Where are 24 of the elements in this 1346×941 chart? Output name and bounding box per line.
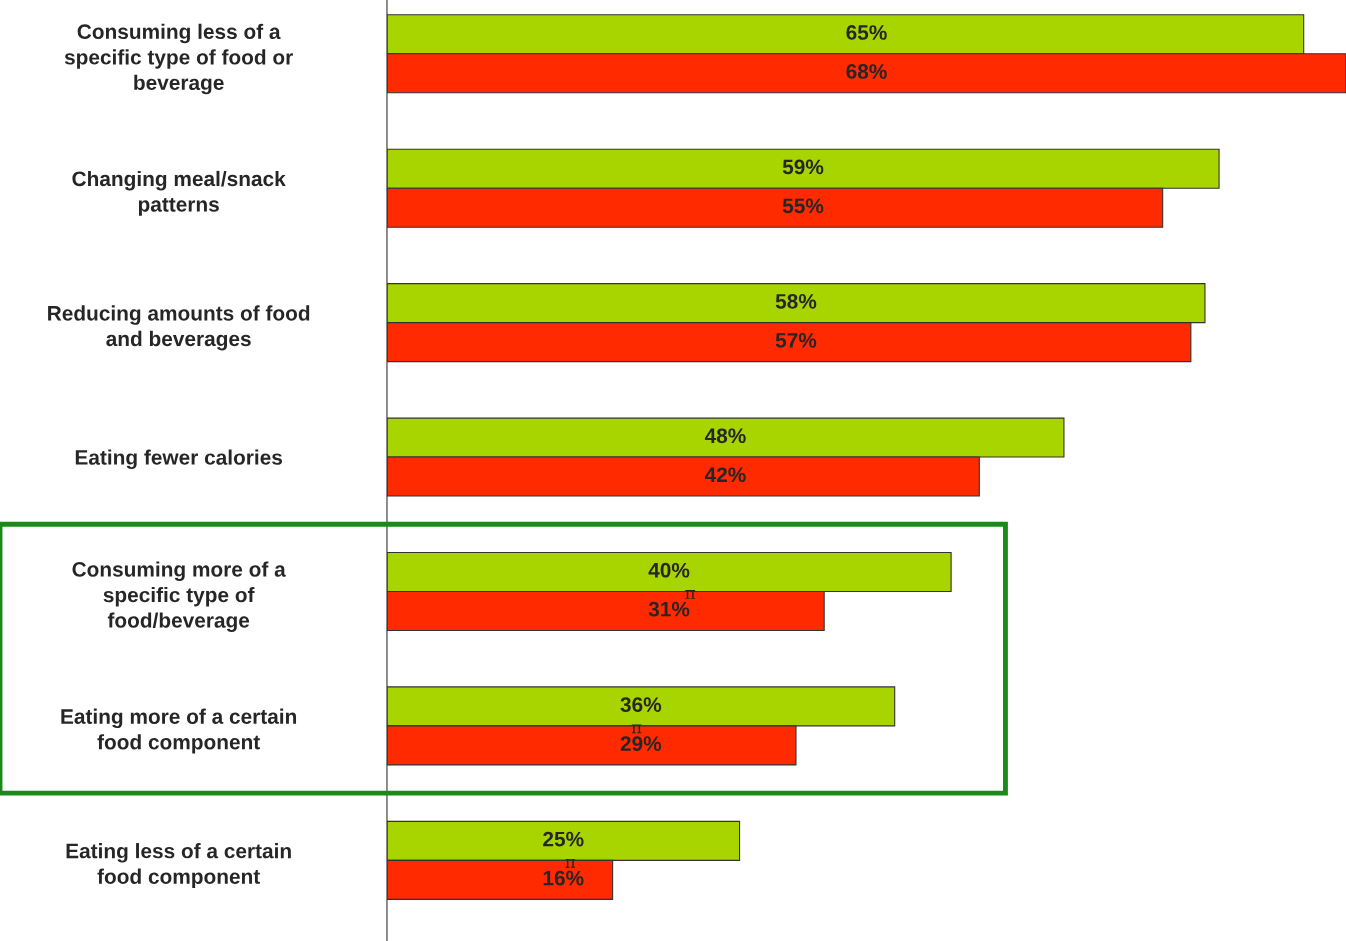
data-label: 40% <box>648 562 690 578</box>
y-tick-label: Reducing amounts of food and beverages <box>48 305 310 351</box>
y-tick-label: Eating more of a certain food component <box>61 708 297 754</box>
data-label: 42% <box>704 467 746 483</box>
data-label: 36% <box>620 697 662 713</box>
data-label: 25% <box>543 831 584 847</box>
annotation: π <box>565 858 576 868</box>
data-label: 57% <box>775 333 817 348</box>
y-tick-label: Eating fewer calories <box>75 449 282 470</box>
data-label: 68% <box>846 64 887 79</box>
data-label: 48% <box>704 428 746 444</box>
data-label: 55% <box>782 198 824 214</box>
data-label: 29% <box>620 736 662 751</box>
annotation: π <box>631 724 642 734</box>
data-label: 31% <box>648 601 690 617</box>
y-tick-label: Consuming less of a specific type of food or beverage <box>64 23 293 95</box>
data-label: 65% <box>846 25 887 40</box>
y-tick-label: Eating less of a certain food component <box>66 843 291 889</box>
y-tick-label: Consuming more of a specific type of food/beverage <box>72 561 286 632</box>
data-label: 59% <box>782 159 824 175</box>
data-label: 58% <box>775 293 817 309</box>
y-tick-label: Changing meal/snack patterns <box>72 170 286 216</box>
annotation: π <box>685 590 696 599</box>
data-label: 16% <box>543 870 584 886</box>
